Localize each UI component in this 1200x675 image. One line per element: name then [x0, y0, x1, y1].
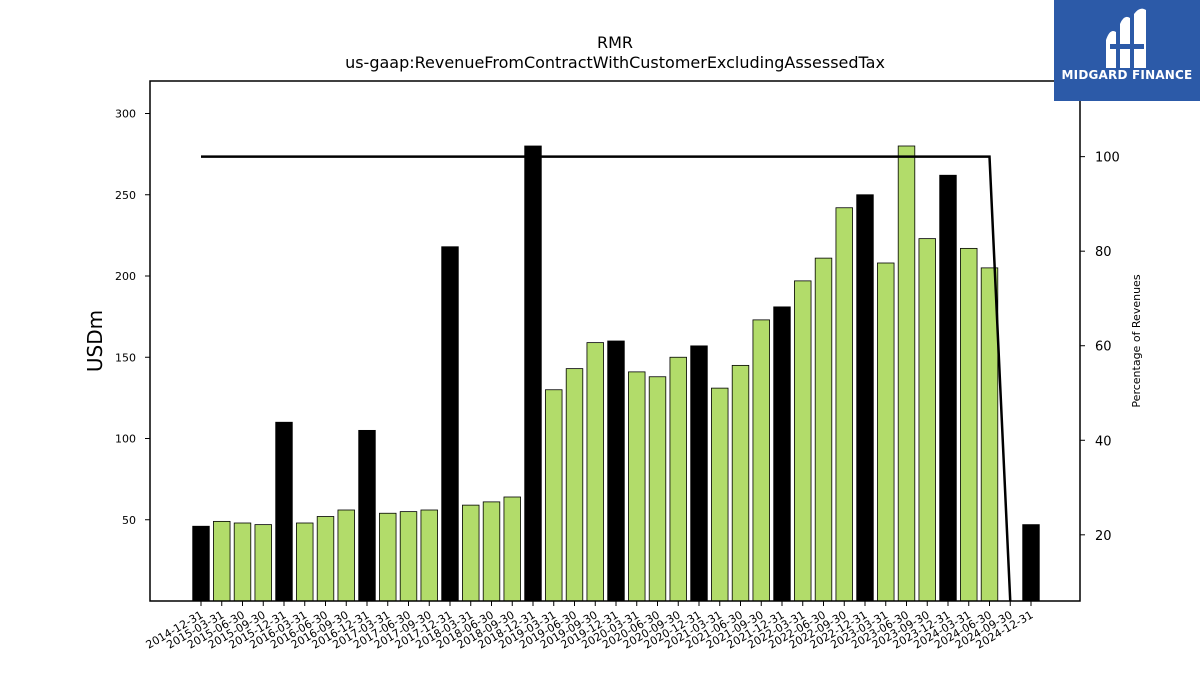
- bar-2020-12-31: [690, 345, 708, 602]
- bar-2020-09-30: [669, 356, 687, 602]
- midgard-finance-logo: MIDGARD FINANCE: [1054, 0, 1200, 101]
- y-tick-label: 200: [115, 270, 136, 283]
- bar-2016-12-31: [358, 429, 376, 602]
- bar-2021-09-30: [752, 319, 770, 602]
- y2-tick-label: 60: [1095, 340, 1112, 355]
- bar-2017-03-31: [379, 512, 397, 602]
- bar-2014-12-31: [192, 525, 210, 602]
- bar-2019-09-30: [586, 342, 604, 602]
- y-tick-label: 150: [115, 351, 136, 364]
- bar-2018-09-30: [503, 496, 521, 602]
- bar-2015-09-30: [254, 524, 272, 602]
- midgard-logo-icon: [1106, 8, 1146, 69]
- bar-2020-06-30: [648, 376, 667, 602]
- y-tick-label: 250: [115, 189, 136, 202]
- y2-tick-label: 100: [1095, 151, 1120, 166]
- y2-tick-label: 40: [1095, 434, 1112, 449]
- bar-2019-03-31: [545, 389, 563, 602]
- y-axis-label: USDm: [83, 310, 107, 372]
- bar-2020-03-31: [628, 371, 646, 602]
- logo-text: MIDGARD FINANCE: [1061, 68, 1193, 82]
- bar-2024-12-31: [1022, 524, 1040, 602]
- bar-2023-09-30: [918, 238, 936, 602]
- bar-2016-06-30: [316, 516, 335, 602]
- bar-2018-12-31: [524, 145, 542, 602]
- bar-2023-03-31: [877, 262, 895, 602]
- bar-2021-12-31: [773, 306, 791, 602]
- bar-2016-03-31: [296, 522, 314, 602]
- bar-2022-06-30: [814, 257, 833, 602]
- y-tick-label: 100: [115, 433, 136, 446]
- percentage-line: [201, 155, 1012, 602]
- bar-2023-12-31: [939, 174, 957, 602]
- bar-2015-06-30: [233, 522, 252, 602]
- y-tick-label: 300: [115, 108, 136, 121]
- bar-2018-03-31: [462, 504, 480, 602]
- chart-subtitle: us-gaap:RevenueFromContractWithCustomerE…: [345, 53, 885, 72]
- bar-2021-03-31: [711, 387, 729, 602]
- chart-title: RMR: [596, 33, 634, 52]
- bar-2024-03-31: [960, 247, 978, 602]
- bar-2022-03-31: [794, 280, 812, 602]
- bar-2019-06-30: [565, 368, 584, 602]
- bar-2016-09-30: [337, 509, 355, 602]
- bar-2015-12-31: [275, 421, 293, 602]
- bar-2015-03-31: [213, 520, 231, 602]
- bar-2017-09-30: [420, 509, 438, 602]
- bar-2023-06-30: [897, 145, 916, 602]
- bar-2017-12-31: [441, 246, 459, 602]
- y2-axis-label: Percentage of Revenues: [1130, 274, 1143, 407]
- y-tick-label: 50: [122, 514, 136, 527]
- bar-2017-06-30: [399, 511, 418, 602]
- bar-2024-06-30: [980, 267, 999, 602]
- bar-2018-06-30: [482, 501, 501, 602]
- bar-2022-09-30: [835, 207, 853, 602]
- bar-2019-12-31: [607, 340, 625, 602]
- y2-tick-label: 20: [1095, 529, 1112, 544]
- bar-2022-12-31: [856, 194, 874, 602]
- plot-frame: [149, 80, 1081, 602]
- bar-2021-06-30: [731, 364, 750, 602]
- y2-tick-label: 80: [1095, 245, 1112, 260]
